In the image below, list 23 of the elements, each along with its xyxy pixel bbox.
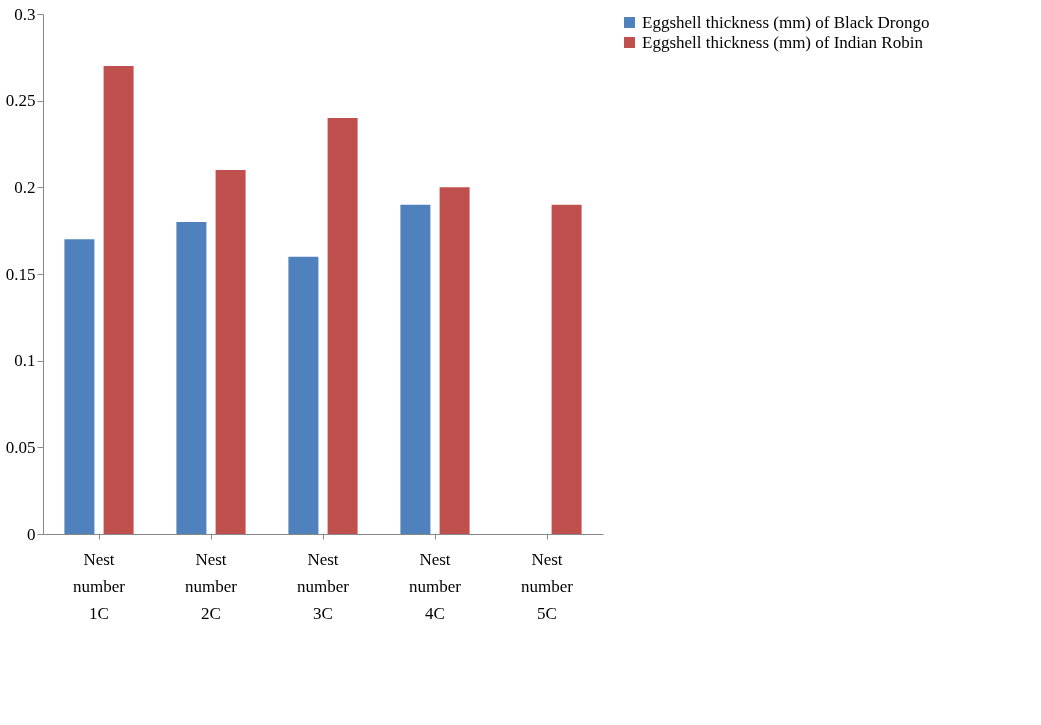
legend-label: Eggshell thickness (mm) of Indian Robin — [642, 32, 924, 52]
bar — [176, 222, 207, 534]
y-tick-label: 0.05 — [5, 437, 36, 457]
x-tick-label: Nest number 1C — [73, 549, 126, 623]
x-tick-label: Nest number 3C — [297, 549, 350, 623]
y-tick-label: 0.1 — [14, 351, 36, 371]
y-tick-label: 0.3 — [14, 4, 36, 24]
x-tick-label: Nest number 4C — [409, 549, 462, 623]
legend-label: Eggshell thickness (mm) of Black Drongo — [642, 12, 930, 32]
y-tick-label: 0.15 — [5, 264, 36, 284]
bar — [327, 118, 358, 534]
x-tick-label: Nest number 5C — [521, 549, 574, 623]
bar — [103, 66, 134, 534]
y-tick-label: 0.2 — [14, 177, 36, 197]
bar — [64, 239, 95, 534]
bar — [215, 170, 246, 534]
y-tick-label: 0 — [27, 524, 36, 544]
y-tick-label: 0.25 — [5, 91, 36, 111]
bar — [551, 204, 582, 534]
bar — [288, 256, 319, 534]
bar — [400, 204, 431, 534]
bar — [439, 187, 470, 534]
x-tick-label: Nest number 2C — [185, 549, 238, 623]
